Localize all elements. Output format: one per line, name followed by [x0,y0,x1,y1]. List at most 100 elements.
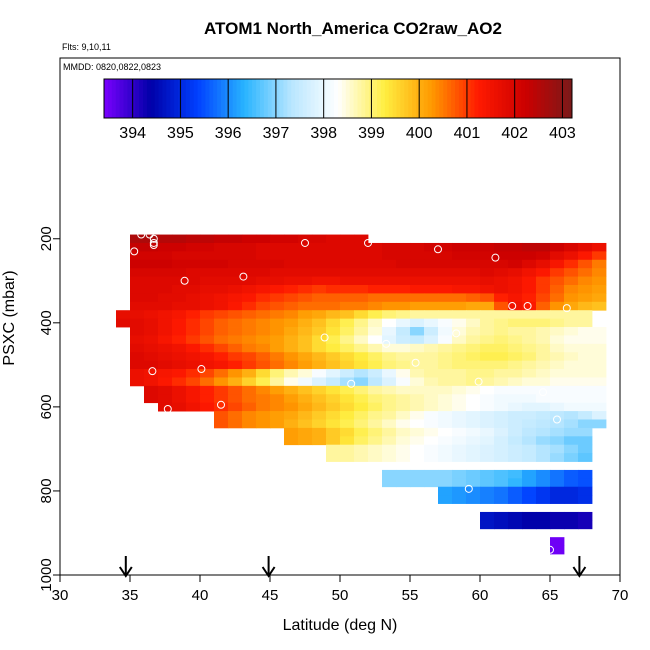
heatmap-cell [438,259,453,269]
heatmap-cell [298,301,313,311]
heatmap-cell [312,377,327,387]
heatmap-cell [466,327,481,336]
heatmap-cell [298,402,313,412]
heatmap-cell [494,444,509,454]
heatmap-cell [452,242,467,252]
sample-point [614,245,623,254]
colorbar-tick-label: 401 [454,125,481,142]
heatmap-cell [578,469,593,479]
x-tick-label: 50 [332,587,349,604]
sample-point [130,247,139,256]
heatmap-cell [368,335,383,345]
heatmap-cell [564,478,579,488]
heatmap-cell [578,293,593,303]
colorbar-segment [349,79,355,118]
y-axis-title: PSXC (mbar) [1,270,18,365]
heatmap-cell [438,293,453,303]
heatmap-cell [438,335,453,345]
heatmap-cell [564,486,579,496]
colorbar-segment [306,79,312,118]
heatmap-cell [466,259,481,269]
heatmap-cell [452,436,467,446]
heatmap-cell [340,444,355,454]
heatmap-cell [158,268,173,277]
heatmap-cell [270,259,285,269]
heatmap-cell [466,310,481,320]
heatmap-cell [312,234,327,244]
sample-point [320,333,329,342]
heatmap-cell [256,377,271,387]
heatmap-cell [214,352,229,362]
sample-point [464,484,473,493]
colorbar-segment [322,79,327,118]
heatmap-cell [228,402,243,412]
heatmap-cell [592,268,607,277]
heatmap-cell [508,360,523,370]
heatmap-cell [270,234,285,244]
heatmap-cell [256,242,271,252]
colorbar-segment [166,79,171,118]
heatmap-cell [424,411,439,420]
heatmap-cell [578,318,593,328]
heatmap-cell [158,335,173,345]
heatmap-cell [158,251,173,261]
heatmap-cell [158,293,173,303]
heatmap-cell [424,369,439,378]
heatmap-cell [298,310,313,320]
heatmap-cell [480,436,495,446]
heatmap-cell [550,495,565,504]
heatmap-cell [284,419,299,429]
heatmap-cell [410,478,425,488]
heatmap-cell [564,310,579,320]
heatmap-cell [410,259,425,269]
heatmap-cell [172,293,187,303]
heatmap-cell [578,444,593,454]
heatmap-cell [228,310,243,320]
heatmap-cell [256,327,271,336]
heatmap-cell [368,436,383,446]
down-arrow-icon [261,556,276,578]
heatmap-cell [200,385,215,395]
heatmap-cell [214,369,229,378]
heatmap-cell [284,276,299,286]
heatmap-cell [284,301,299,311]
heatmap-cell [396,259,411,269]
colorbar-segment [451,79,456,118]
colorbar-segment [431,79,436,118]
heatmap-cell [508,478,523,488]
heatmap-cell [354,293,369,303]
colorbar-segment [170,79,175,118]
heatmap-cell [480,478,495,488]
heatmap-cell [578,402,593,412]
heatmap-cell [480,293,495,303]
heatmap-cell [340,360,355,370]
heatmap-cell [214,293,229,303]
heatmap-cell [452,444,467,454]
colorbar-segment [361,79,366,118]
heatmap-cell [340,284,355,294]
heatmap-cell [200,301,215,311]
heatmap-cell [312,427,327,437]
heatmap-cell [522,377,537,387]
heatmap-cell [382,259,397,269]
heatmap-cell [256,402,271,412]
heatmap-cell [200,259,215,269]
colorbar-segment [455,79,460,118]
heatmap-cell [508,520,523,530]
heatmap-cell [186,234,201,244]
heatmap-cell [438,385,453,395]
heatmap-cell [536,360,551,370]
heatmap-cell [256,259,271,269]
colorbar-frame [103,78,573,119]
heatmap-cell [354,419,369,429]
heatmap-cell [368,343,383,353]
heatmap-cell [578,511,593,521]
heatmap-cell [172,327,187,336]
heatmap-cell [326,411,341,420]
heatmap-cell [424,377,439,387]
heatmap-cell [536,251,551,261]
flight-markers [118,556,587,578]
heatmap-cell [354,402,369,412]
heatmap-cell [452,369,467,378]
heatmap-cell [410,402,425,412]
